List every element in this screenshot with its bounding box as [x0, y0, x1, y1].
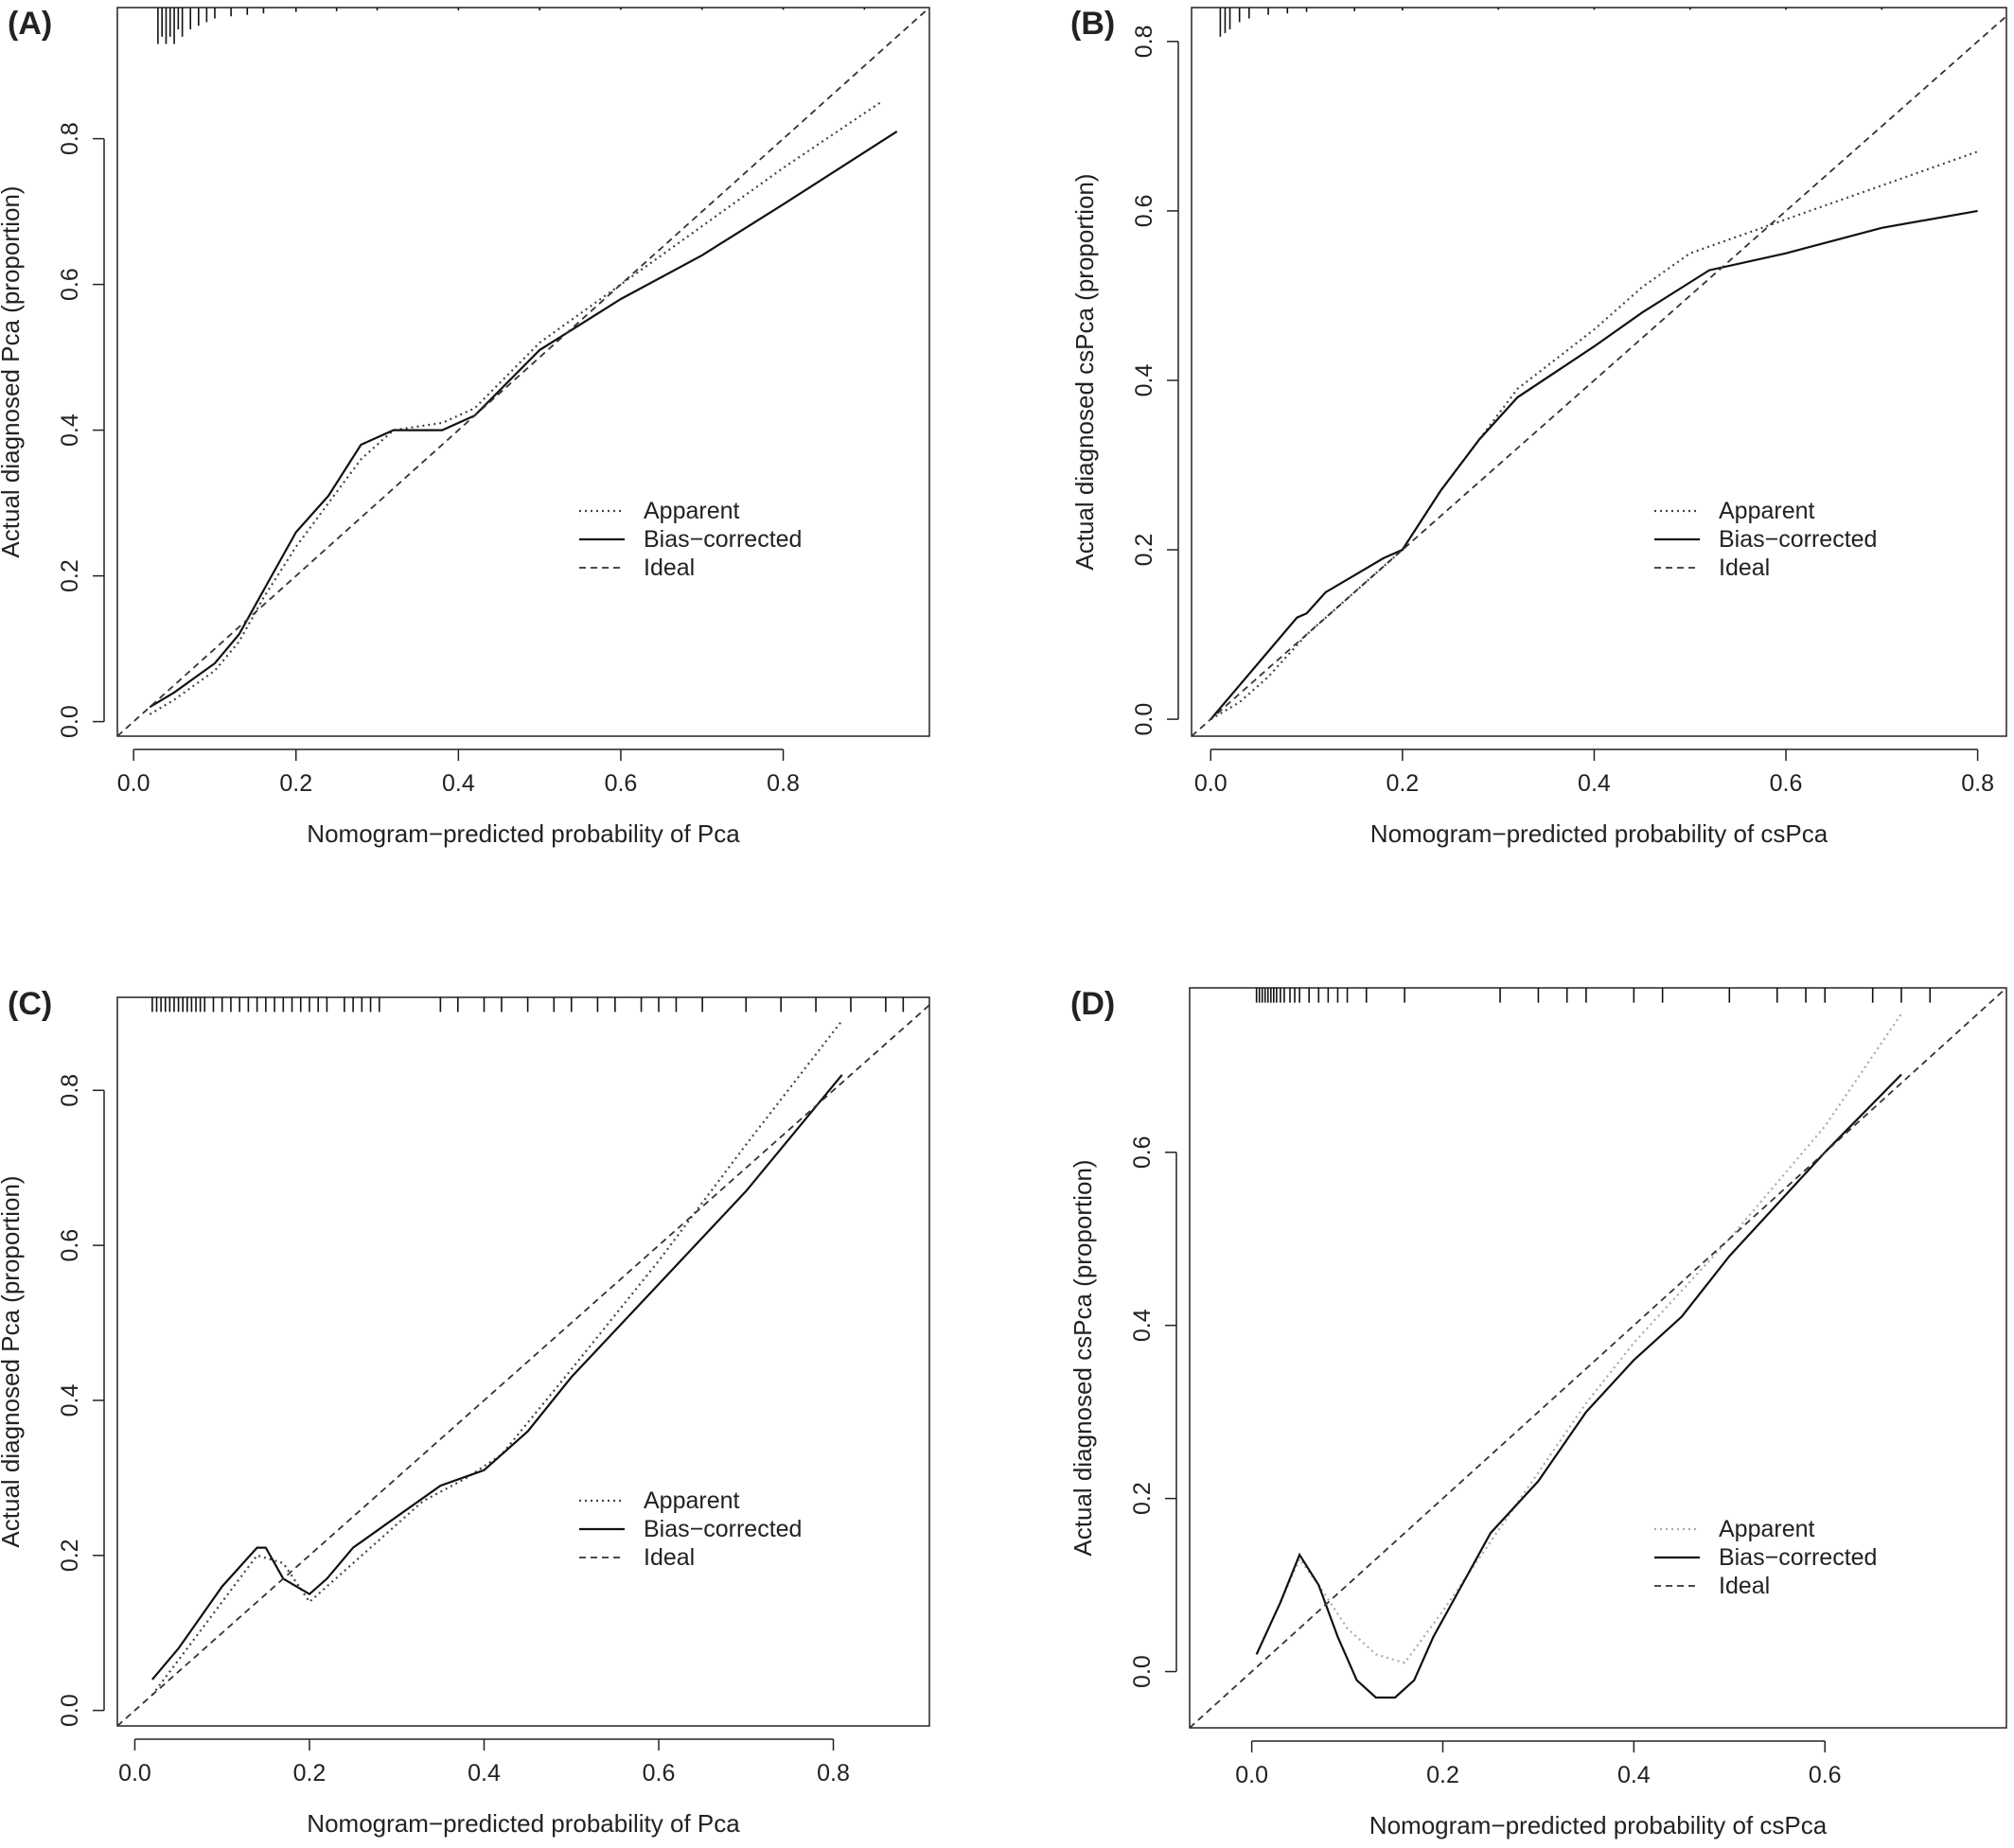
x-axis-title: Nomogram−predicted probability of Pca — [307, 1809, 740, 1838]
y-tick-label: 0.0 — [1131, 703, 1157, 736]
y-tick-label: 0.8 — [57, 122, 83, 155]
apparent-curve — [149, 101, 882, 715]
x-tick-label: 0.0 — [1194, 770, 1228, 797]
x-tick-label: 0.6 — [1770, 770, 1803, 797]
chart-panel-a: (A) 0.0 0.2 0.4 0.6 0.8 0.0 0.2 0.4 0.6 0.8 Nomogra… — [0, 6, 930, 848]
x-axis-title: Nomogram−predicted probability of csPca — [1370, 819, 1828, 848]
rug-marks — [1219, 8, 1883, 37]
legend-label: Bias−corrected — [1719, 526, 1877, 553]
y-tick-label: 0.8 — [57, 1074, 83, 1107]
y-tick-label: 0.2 — [57, 1539, 83, 1572]
x-tick-label: 0.0 — [118, 1760, 151, 1786]
apparent-curve — [1255, 1012, 1902, 1664]
y-axis-title: Actual diagnosed Pca (proportion) — [0, 185, 25, 557]
y-tick-label: 0.6 — [1129, 1135, 1156, 1169]
legend-label: Apparent — [644, 498, 740, 524]
chart-panel-c: (C) 0.0 0.2 0.4 0.6 0.8 0.0 0.2 0.4 0.6 0.8 Nomogra… — [0, 986, 930, 1838]
ideal-line — [117, 8, 929, 736]
legend-label: Apparent — [1719, 1516, 1815, 1542]
x-tick-label: 0.0 — [117, 770, 150, 797]
y-tick-label: 0.2 — [57, 559, 83, 592]
plot-frame — [1191, 7, 2007, 737]
bias-corrected-curve — [151, 1074, 843, 1681]
chart-panel-d: (D) 0.0 0.2 0.4 0.6 0.0 0.2 0.4 0.6 Nomogram−pred… — [1069, 986, 2007, 1839]
legend-label: Apparent — [1719, 498, 1815, 524]
legend-label: Ideal — [1719, 554, 1770, 581]
rug-marks — [1255, 988, 1932, 1003]
x-tick-label: 0.4 — [442, 770, 475, 797]
y-tick-label: 0.6 — [1131, 195, 1157, 228]
chart-panel-b: (B) 0.0 0.2 0.4 0.6 0.8 0.0 0.2 0.4 0.6 0.8 Nomogra… — [1070, 6, 2007, 848]
y-axis-title: Actual diagnosed csPca (proportion) — [1070, 173, 1099, 570]
y-axis-title: Actual diagnosed Pca (proportion) — [0, 1175, 25, 1547]
rug-marks — [157, 8, 866, 44]
x-tick-label: 0.8 — [817, 1760, 850, 1786]
x-tick-label: 0.8 — [1961, 770, 1994, 797]
x-tick-label: 0.2 — [293, 1760, 327, 1786]
x-axis-title: Nomogram−predicted probability of csPca — [1369, 1811, 1828, 1839]
ideal-line — [1192, 15, 2006, 736]
legend-label: Apparent — [644, 1487, 740, 1514]
x-tick-label: 0.6 — [643, 1760, 676, 1786]
x-tick-label: 0.4 — [1578, 770, 1611, 797]
rug-marks — [151, 997, 905, 1012]
ideal-line — [117, 1004, 929, 1726]
legend-label: Ideal — [1719, 1573, 1770, 1599]
x-tick-label: 0.6 — [1809, 1762, 1842, 1788]
x-tick-label: 0.6 — [605, 770, 638, 797]
y-tick-label: 0.4 — [57, 1383, 83, 1417]
y-tick-label: 0.8 — [1131, 25, 1157, 58]
panel-label: (B) — [1070, 6, 1115, 42]
x-tick-label: 0.2 — [1386, 770, 1419, 797]
legend-label: Bias−corrected — [644, 526, 802, 553]
y-tick-label: 0.2 — [1129, 1482, 1156, 1515]
y-tick-label: 0.6 — [57, 268, 83, 301]
y-tick-label: 0.6 — [57, 1229, 83, 1262]
panel-label: (A) — [8, 6, 52, 42]
bias-corrected-curve — [149, 130, 898, 709]
x-tick-label: 0.0 — [1235, 1762, 1268, 1788]
legend-label: Ideal — [644, 554, 695, 581]
y-tick-label: 0.4 — [57, 414, 83, 447]
bias-corrected-curve — [1255, 1073, 1902, 1699]
y-tick-label: 0.4 — [1129, 1309, 1156, 1342]
y-tick-label: 0.2 — [1131, 534, 1157, 567]
panel-label: (C) — [8, 986, 52, 1022]
panel-label: (D) — [1070, 986, 1115, 1022]
y-tick-label: 0.0 — [1129, 1655, 1156, 1688]
x-tick-label: 0.8 — [767, 770, 800, 797]
legend-label: Ideal — [644, 1544, 695, 1571]
y-tick-label: 0.0 — [57, 1694, 83, 1727]
bias-corrected-curve — [1210, 209, 1978, 720]
y-tick-label: 0.4 — [1131, 363, 1157, 396]
x-tick-label: 0.4 — [1617, 1762, 1651, 1788]
x-tick-label: 0.4 — [468, 1760, 501, 1786]
y-axis-title: Actual diagnosed csPca (proportion) — [1069, 1159, 1097, 1556]
apparent-curve — [151, 1019, 843, 1696]
plot-frame — [116, 7, 930, 737]
apparent-curve — [1210, 150, 1978, 721]
x-axis-title: Nomogram−predicted probability of Pca — [307, 819, 740, 848]
legend-label: Bias−corrected — [644, 1516, 802, 1542]
x-tick-label: 0.2 — [1426, 1762, 1459, 1788]
plot-frame — [1189, 987, 2007, 1729]
x-tick-label: 0.2 — [279, 770, 312, 797]
legend-label: Bias−corrected — [1719, 1544, 1877, 1571]
y-tick-label: 0.0 — [57, 705, 83, 738]
plot-frame — [116, 996, 930, 1727]
ideal-line — [1190, 988, 2006, 1728]
